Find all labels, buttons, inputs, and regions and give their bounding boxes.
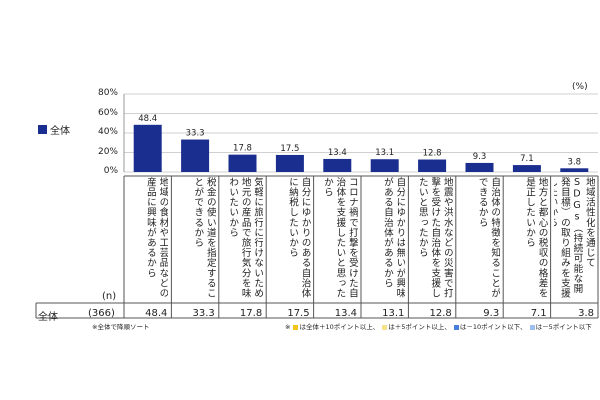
table-cell-value: 33.3 [192,308,215,319]
category-label: 気軽に旅行に行けないため地元の産品で旅行気分を味わいたいから [227,177,264,299]
category-label: 地域活性化を通じてSDGs（持続可能な開発目標）の取り組みを支援したいから [554,177,595,299]
category-label: 税金の使い道を指定することができるから [192,177,216,299]
category-label: 地震や洪水などの災害で打撃を受けた自治体を支援したいと思ったから [416,177,453,299]
data-label: 17.8 [233,144,252,154]
category-label: 自分にゆかりのある自治体に納税したいから [287,177,311,299]
table-row-n: (366) [88,308,115,319]
category-label: コロナ禍で打撃を受けた自治体を支援したいと思ったから [321,177,358,299]
color-key-swatch [382,324,388,330]
color-key-note: ※ は全体＋10ポイント以上、 は＋5ポイント以上、 は－10ポイント以下、 は－5ポイ… [285,321,592,331]
table-cell-value: 13.1 [382,308,405,319]
data-label: 3.8 [568,157,582,167]
y-tick-label: 0% [103,166,118,176]
legend-label: 全体 [50,126,70,137]
bar [560,168,589,172]
sort-note: ※全体で降順ソート [92,323,150,331]
color-key-items: は全体＋10ポイント以上、 は＋5ポイント以上、 は－10ポイント以下、 は－5ポイン… [290,323,592,331]
y-tick-label: 40% [97,127,118,137]
table-cell-value: 3.8 [578,308,594,319]
table-cell-value: 9.3 [483,308,500,319]
bar [275,154,304,172]
table-cell-value: 7.1 [530,308,547,319]
color-key-prefix: ※ [285,323,291,331]
data-label: 48.4 [138,114,157,124]
table-cell-value: 17.5 [287,308,310,319]
y-tick-label: 20% [97,146,118,157]
color-key-swatch [453,324,459,330]
category-label: 自分にゆかりは無いが興味がある自治体があるから [381,177,406,299]
data-label: 12.8 [423,149,442,159]
category-label: 地域の食材や工芸品などの産品に興味があるから [144,177,169,299]
data-label: 33.3 [186,129,205,139]
table-cell-value: 12.8 [429,308,452,319]
table-cell-value: 17.8 [239,308,263,319]
data-label: 9.3 [473,152,487,162]
data-label: 7.1 [520,154,534,164]
category-label: 自治体の特徴を知ることができるから [476,177,501,299]
y-tick-label: 80% [97,88,118,98]
color-key-swatch [529,324,535,330]
bar [418,159,447,172]
bar [465,162,494,172]
table-row-label: 全体 [38,312,58,323]
color-key-swatch [293,324,299,330]
n-header: (n) [102,291,117,302]
data-label: 13.4 [328,148,347,158]
color-key-text: は全体＋10ポイント以上、 [299,323,380,331]
bar [181,139,210,172]
color-key-text: は－5ポイント以下 [535,323,592,331]
unit-label: (%) [572,82,588,92]
bar [323,158,352,172]
bar [512,165,541,172]
y-tick-label: 60% [97,107,118,118]
table-cell-value: 48.4 [145,308,168,319]
table-cell-value: 13.4 [334,308,357,319]
category-label: 地方と都心の税収の格差を是正したいから [524,177,548,299]
data-label: 13.1 [375,148,394,158]
color-key-text: は＋5ポイント以上、 [388,323,451,331]
bar [133,124,162,172]
color-key-text: は－10ポイント以下、 [459,323,527,331]
bar [228,154,257,172]
bar [370,159,399,172]
legend-swatch [38,125,47,134]
data-label: 17.5 [280,144,299,154]
